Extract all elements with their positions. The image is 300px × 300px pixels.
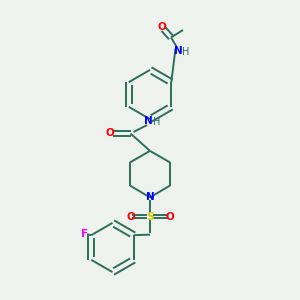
Text: F: F [81,229,88,239]
Text: N: N [174,46,183,56]
Text: O: O [165,212,174,222]
Text: N: N [144,116,153,127]
Text: H: H [182,46,190,57]
Text: O: O [106,128,115,139]
Text: H: H [153,117,160,127]
Text: O: O [158,22,166,32]
Text: O: O [126,212,135,222]
Text: N: N [146,192,154,203]
Text: S: S [146,212,154,222]
